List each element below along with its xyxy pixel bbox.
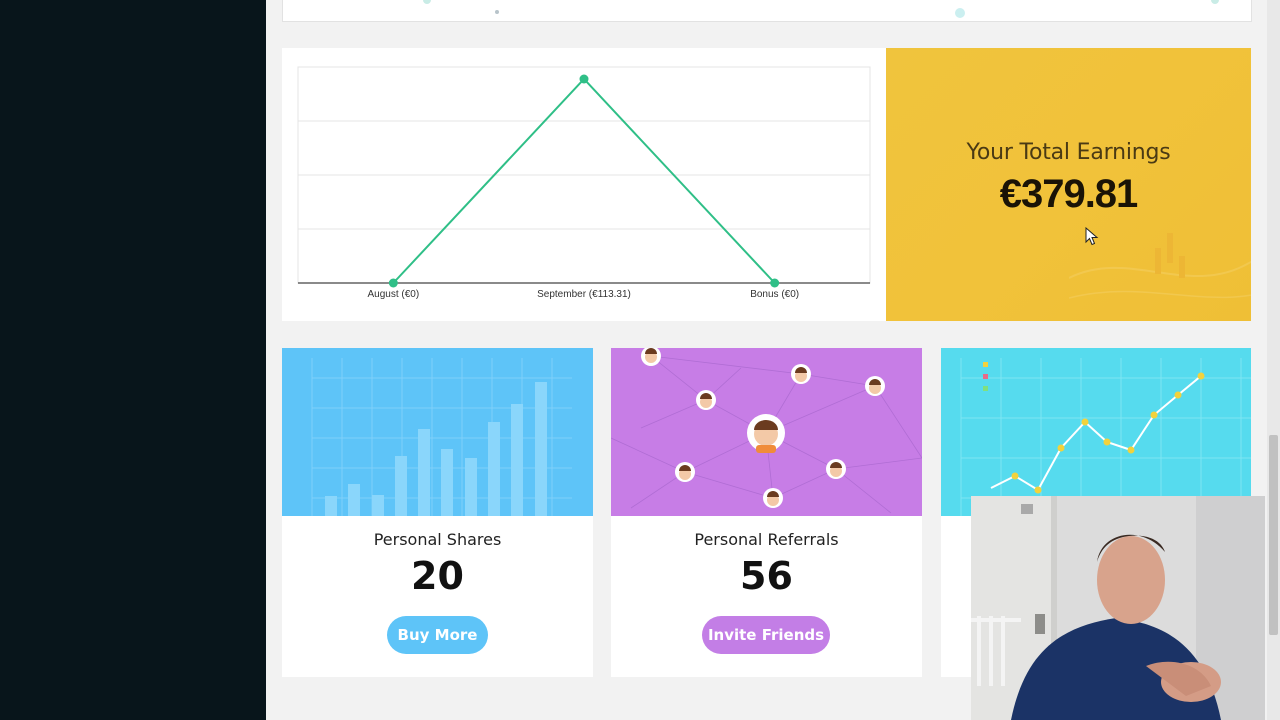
x-tick-label: September (€113.31)	[537, 289, 631, 300]
total-earnings-panel: ₿ Your Total Earnings €379.81	[886, 48, 1251, 321]
growth-chart-image	[941, 348, 1251, 516]
data-point[interactable]	[388, 278, 398, 288]
personal-referrals-label: Personal Referrals	[694, 530, 839, 549]
personal-referrals-value: 56	[740, 554, 793, 598]
decor-dot	[1211, 0, 1219, 4]
page-scrollbar[interactable]	[1267, 0, 1280, 720]
total-earnings-title: Your Total Earnings	[966, 140, 1171, 165]
scrollbar-thumb[interactable]	[1269, 435, 1278, 635]
total-earnings-amount: €379.81	[999, 172, 1139, 216]
personal-shares-card: Personal Shares 20 Buy More	[282, 348, 593, 677]
sidebar	[0, 0, 266, 720]
decor-dot	[955, 8, 965, 18]
shares-banner-image	[282, 348, 593, 516]
personal-referrals-card: Personal Referrals 56 Invite Friends	[611, 348, 922, 677]
bitcoin-background-graphic: ₿	[1068, 233, 1251, 299]
top-card-strip	[282, 0, 1252, 22]
data-point[interactable]	[579, 74, 589, 84]
personal-shares-label: Personal Shares	[373, 530, 502, 549]
buy-more-button[interactable]: Buy More	[387, 616, 488, 654]
x-tick-label: Bonus (€0)	[750, 289, 799, 300]
invite-friends-button[interactable]: Invite Friends	[702, 616, 830, 654]
data-point[interactable]	[770, 278, 780, 288]
personal-shares-value: 20	[411, 554, 464, 598]
webcam-video-overlay	[971, 496, 1265, 720]
decor-dot	[423, 0, 431, 4]
series-line	[392, 77, 776, 284]
referrals-network-image	[611, 348, 922, 516]
earnings-line-chart: August (€0) September (€113.31) Bonus (€0)	[297, 66, 871, 300]
mouse-cursor-icon	[1085, 227, 1099, 246]
earnings-chart-card: August (€0) September (€113.31) Bonus (€0)	[282, 48, 886, 321]
x-tick-label: August (€0)	[367, 289, 419, 300]
decor-dot	[495, 10, 499, 14]
